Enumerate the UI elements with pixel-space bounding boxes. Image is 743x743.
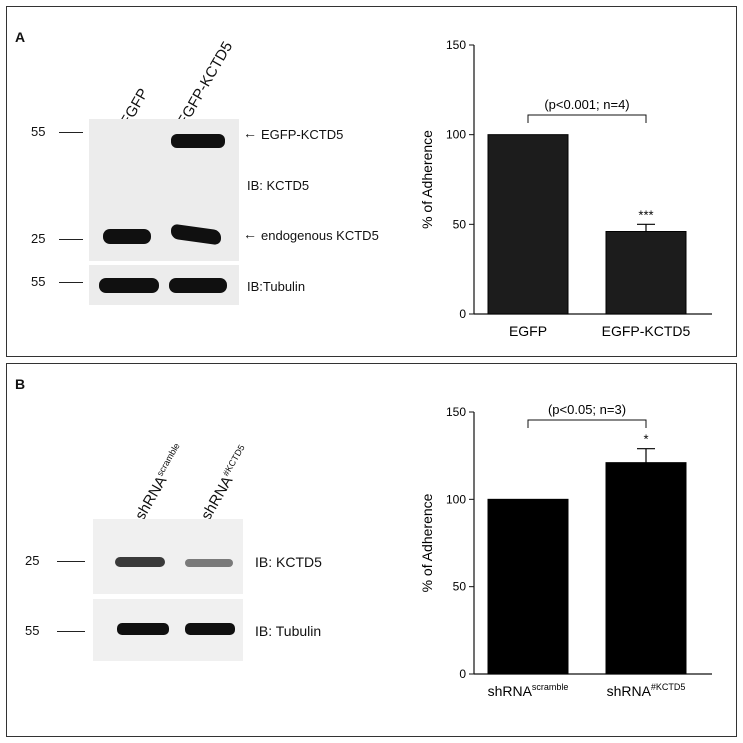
- lane-label-egfp-kctd5: EGFP-KCTD5: [174, 38, 237, 130]
- marker-line: [57, 561, 85, 562]
- marker-55-bottom: 55: [31, 274, 46, 289]
- chart-a: 0 50 100 150 % of Adherence EGFP *** EGFP-KCTD5…: [419, 38, 712, 339]
- y-tick-label: 150: [446, 405, 466, 419]
- significance-mark: ***: [638, 207, 653, 222]
- band-kctd5-knockdown: [185, 559, 233, 567]
- marker-25: 25: [31, 231, 46, 246]
- y-tick-label: 150: [446, 38, 466, 52]
- annotation-egfp-kctd5: EGFP-KCTD5: [261, 127, 344, 142]
- y-tick-label: 0: [459, 667, 466, 681]
- band-tubulin-egfp-kctd5: [169, 278, 227, 293]
- bar: [605, 231, 687, 315]
- panel-label-b: B: [15, 376, 26, 392]
- band-endogenous-egfp-kctd5: [171, 223, 221, 246]
- marker-line: [57, 631, 85, 632]
- blot-tubulin-b: [93, 599, 243, 661]
- lane-label-base: shRNA: [197, 473, 237, 523]
- significance-text: (p<0.001; n=4): [544, 97, 629, 112]
- arrow-left-icon: ←: [243, 226, 257, 242]
- band-kctd5-scramble: [115, 557, 165, 567]
- lane-label-shrna-kctd5: shRNA#KCTD5: [197, 443, 254, 523]
- lane-label-base: shRNA: [131, 473, 171, 523]
- blot-tubulin: [89, 265, 239, 305]
- x-category-label: EGFP-KCTD5: [602, 323, 691, 339]
- y-tick-label: 0: [459, 307, 466, 321]
- lane-label-sup: #KCTD5: [220, 442, 247, 478]
- annotation-ib-tubulin: IB:Tubulin: [247, 279, 306, 294]
- y-tick-label: 50: [453, 580, 467, 594]
- significance-bracket: [527, 419, 647, 428]
- band-tubulin-scramble: [117, 623, 169, 635]
- bar: [487, 134, 569, 315]
- x-category-label: shRNAscramble: [488, 682, 569, 699]
- marker-55-b: 55: [25, 623, 40, 638]
- band-endogenous-egfp: [103, 229, 151, 244]
- y-axis-label: % of Adherence: [419, 493, 435, 592]
- marker-line: [59, 132, 83, 133]
- marker-25-b: 25: [25, 553, 40, 568]
- lane-label-sup: scramble: [154, 441, 182, 478]
- significance-mark: *: [643, 432, 648, 447]
- bar: [605, 462, 687, 675]
- band-tubulin-knockdown: [185, 623, 235, 635]
- y-axis-label: % of Adherence: [419, 130, 435, 229]
- significance-bracket: [527, 114, 647, 123]
- marker-line: [59, 282, 83, 283]
- arrow-left-icon: ←: [243, 125, 257, 141]
- significance-text: (p<0.05; n=3): [548, 402, 626, 417]
- chart-b: 0 50 100 150 % of Adherence shRNAscramble * shR…: [419, 402, 712, 699]
- y-tick-label: 100: [446, 492, 466, 506]
- band-tubulin-egfp: [99, 278, 159, 293]
- annotation-ib-kctd5: IB: KCTD5: [247, 178, 310, 193]
- lane-label-shrna-scramble: shRNAscramble: [131, 441, 189, 523]
- panel-a: A EGFP EGFP-KCTD5 55 25 55 ← EGFP-KCTD5 …: [6, 6, 737, 357]
- annotation-ib-kctd5-b: IB: KCTD5: [255, 554, 322, 570]
- blot-kctd5: [89, 119, 239, 261]
- bar: [487, 498, 569, 675]
- y-tick-label: 50: [453, 217, 467, 231]
- marker-55-top: 55: [31, 124, 46, 139]
- blot-kctd5-b: [93, 519, 243, 594]
- panel-label-a: A: [15, 29, 26, 45]
- annotation-ib-tubulin-b: IB: Tubulin: [255, 623, 322, 639]
- y-tick-label: 100: [446, 128, 466, 142]
- annotation-endogenous-kctd5: endogenous KCTD5: [261, 228, 379, 243]
- x-category-label: EGFP: [509, 323, 547, 339]
- marker-line: [59, 239, 83, 240]
- panel-b: B shRNAscramble shRNA#KCTD5 25 55 IB: KC…: [6, 363, 737, 737]
- x-category-label: shRNA#KCTD5: [607, 682, 686, 699]
- band-egfp-kctd5: [171, 134, 225, 148]
